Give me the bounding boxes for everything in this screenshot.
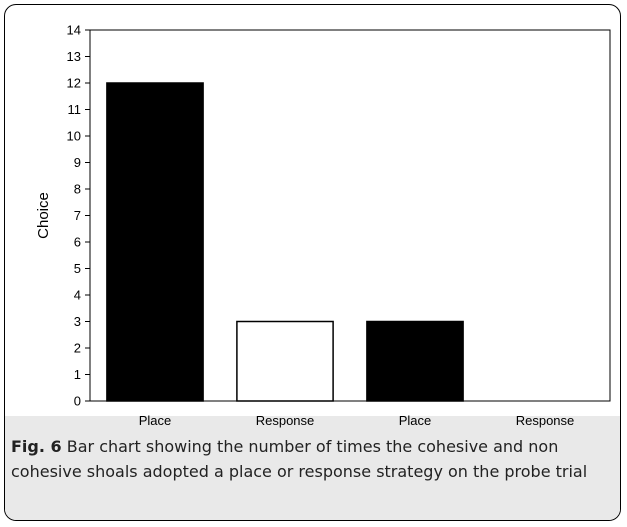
y-tick-label: 6	[74, 235, 81, 250]
y-tick-label: 13	[67, 49, 81, 64]
x-tick-label: Response	[256, 413, 315, 428]
y-tick-label: 3	[74, 314, 81, 329]
y-tick-label: 7	[74, 208, 81, 223]
figure-label: Fig. 6	[11, 437, 62, 456]
y-tick-label: 2	[74, 341, 81, 356]
y-tick-label: 14	[67, 23, 81, 38]
bar-chart: 01234567891011121314ChoicePlaceResponseC…	[35, 23, 611, 428]
y-axis-title: Choice	[35, 192, 52, 239]
figure-caption: Fig. 6 Bar chart showing the number of t…	[11, 434, 611, 484]
x-tick-label: Place	[139, 413, 172, 428]
y-tick-label: 9	[74, 155, 81, 170]
y-tick-label: 5	[74, 261, 81, 276]
x-tick-label: Response	[516, 413, 575, 428]
y-tick-label: 0	[74, 394, 81, 409]
figure-frame	[4, 4, 621, 521]
y-tick-label: 4	[74, 288, 81, 303]
y-tick-label: 12	[67, 76, 81, 91]
bar	[236, 320, 334, 402]
y-tick-label: 10	[67, 129, 81, 144]
y-tick-label: 1	[74, 367, 81, 382]
y-tick-label: 8	[74, 182, 81, 197]
y-tick-label: 11	[68, 102, 82, 117]
bar	[106, 82, 204, 402]
caption-panel	[5, 416, 620, 520]
figure-caption-text: Bar chart showing the number of times th…	[11, 437, 588, 481]
x-tick-label: Place	[399, 413, 432, 428]
bar	[366, 320, 464, 402]
